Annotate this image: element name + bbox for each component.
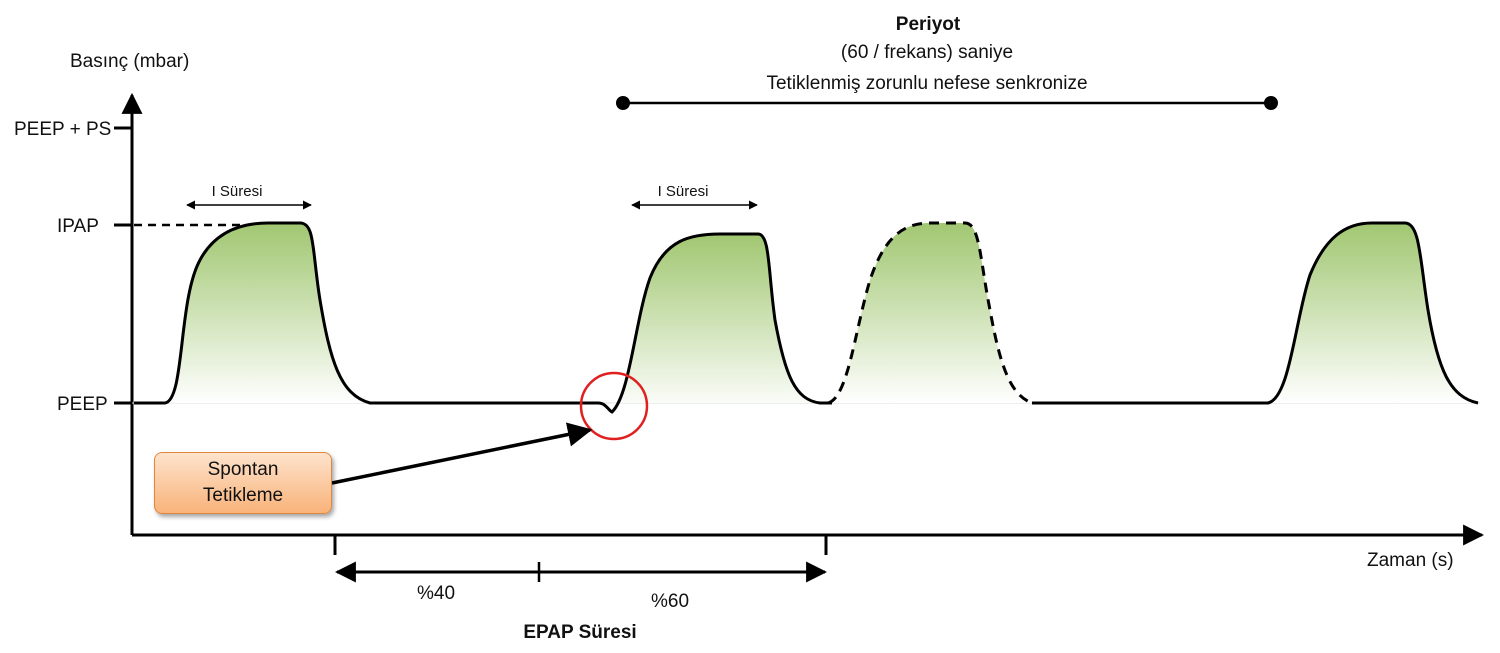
x-axis-title: Zaman (s) xyxy=(1367,550,1454,571)
y-axis-title: Basınç (mbar) xyxy=(70,51,189,72)
breath-3-outline-dashed xyxy=(827,221,1033,405)
spontaneous-trigger-box: Spontan Tetikleme xyxy=(154,452,332,514)
trigger-label-line-1: Spontan xyxy=(207,459,279,480)
i-time-label-1: I Süresi xyxy=(212,183,263,200)
period-line-1: (60 / frekans) saniye xyxy=(841,42,1013,63)
trigger-label-line-2: Tetikleme xyxy=(202,485,284,506)
epap-part-2-label: %60 xyxy=(651,591,689,612)
breath-1-fill xyxy=(165,223,370,403)
pressure-curve xyxy=(134,221,1479,414)
level-label-ipap: IPAP xyxy=(57,216,99,237)
i-time-label-2: I Süresi xyxy=(658,183,709,200)
trigger-highlight-circle xyxy=(579,371,649,441)
breath-3-fill xyxy=(828,223,1032,403)
breath-4-fill xyxy=(1268,223,1478,403)
period-line-2: Tetiklenmiş zorunlu nefese senkronize xyxy=(766,73,1087,94)
period-title: Periyot xyxy=(896,14,961,35)
epap-title: EPAP Süresi xyxy=(523,622,636,643)
trigger-pointer-arrow xyxy=(331,422,593,485)
level-label-peep: PEEP xyxy=(57,394,108,415)
axes xyxy=(114,92,1485,546)
breath-2-fill xyxy=(612,234,820,412)
epap-part-1-label: %40 xyxy=(417,583,455,604)
level-label-peep-ps: PEEP + PS xyxy=(14,119,111,140)
